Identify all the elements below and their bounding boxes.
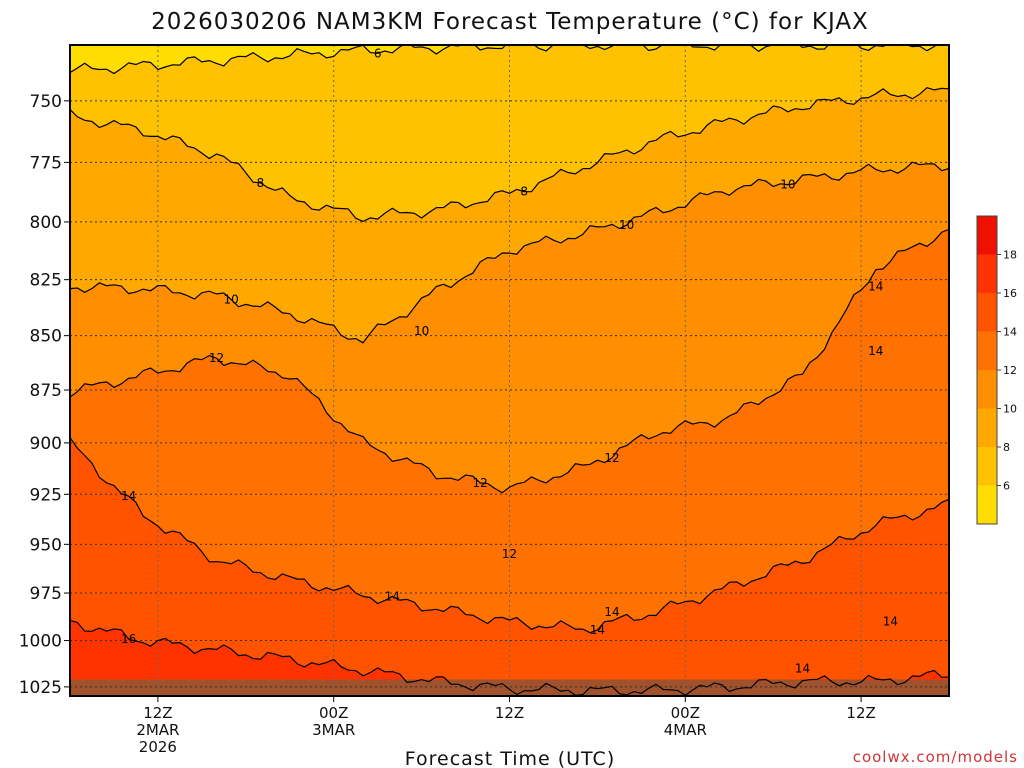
isotherm-12 (70, 228, 949, 494)
x-tick-label: 00Z (671, 704, 700, 722)
chart-title: 2026030206 NAM3KM Forecast Temperature (… (151, 9, 869, 35)
isotherm-label: 14 (604, 605, 619, 619)
credit-link[interactable]: coolwx.com/models (853, 748, 1018, 766)
x-tick-label: 12Z (846, 704, 875, 722)
isotherm-label: 14 (868, 344, 883, 358)
isotherm-label: 8 (257, 176, 265, 190)
y-tick-label: 1025 (19, 678, 62, 698)
y-axis-pressure: 750 775 800 825 850 875 900 925 950 975 1000 1025 (19, 92, 70, 698)
x-axis-label: Forecast Time (UTC) (405, 748, 615, 768)
isotherm-label-text: 12 (473, 476, 488, 490)
y-tick-label: 950 (30, 535, 62, 555)
isotherm-label: 10 (414, 324, 429, 338)
isotherm-label: 16 (121, 632, 136, 646)
colorbar-segment (977, 485, 997, 524)
y-tick-label: 775 (30, 153, 62, 173)
isotherm-label-text: 14 (868, 279, 883, 293)
isotherm-label: 12 (604, 451, 619, 465)
x-tick-label: 12Z (143, 704, 172, 722)
isotherm-label: 8 (520, 185, 528, 199)
y-tick-label: 900 (30, 434, 62, 454)
colorbar-segment (977, 254, 997, 293)
colorbar-tick-label: 14 (1003, 326, 1017, 339)
isotherm-label-text: 8 (257, 176, 265, 190)
isotherm-label: 10 (780, 178, 795, 192)
colorbar-tick-label: 8 (1003, 441, 1010, 454)
isotherm-label-text: 14 (604, 605, 619, 619)
x-tick-label: 2026 (139, 738, 177, 756)
isotherm-6 (70, 45, 938, 75)
y-tick-label: 925 (30, 485, 62, 505)
colorbar-segment (977, 408, 997, 447)
band-above-16 (70, 620, 949, 696)
x-tick-label: 00Z (319, 704, 348, 722)
y-tick-label: 875 (30, 381, 62, 401)
isotherm-label: 10 (224, 293, 239, 307)
isotherm-label-text: 14 (590, 623, 605, 637)
isotherm-label: 14 (385, 589, 400, 603)
colorbar-segment (977, 216, 997, 255)
colorbar-tick-label: 6 (1003, 480, 1010, 493)
y-tick-label: 825 (30, 271, 62, 291)
isotherm-label: 14 (795, 661, 810, 675)
colorbar-tick-label: 10 (1003, 403, 1017, 416)
isotherm-label-text: 14 (121, 489, 136, 503)
isotherm-label: 10 (619, 218, 634, 232)
x-tick-label: 2MAR (136, 721, 179, 739)
colorbar-segment (977, 370, 997, 409)
isotherm-label-text: 14 (868, 344, 883, 358)
isotherm-label-text: 10 (780, 178, 795, 192)
colorbar-segment (977, 331, 997, 370)
y-tick-label: 975 (30, 584, 62, 604)
colorbar-segment (977, 293, 997, 332)
isotherm-label-text: 8 (520, 185, 528, 199)
isotherm-label-text: 6 (374, 46, 382, 60)
isotherm-label-text: 14 (385, 589, 400, 603)
isotherm-label-text: 10 (414, 324, 429, 338)
isotherm-label: 12 (209, 351, 224, 365)
isotherm-label: 12 (473, 476, 488, 490)
colorbar-segment (977, 447, 997, 486)
colorbar-tick-label: 18 (1003, 249, 1017, 262)
isotherm-label-text: 16 (121, 632, 136, 646)
isotherm-label-text: 14 (883, 615, 898, 629)
band-above-14 (70, 437, 949, 696)
x-tick-label: 4MAR (664, 721, 707, 739)
temperature-fill-bands (70, 45, 949, 696)
x-tick-label: 3MAR (312, 721, 355, 739)
isotherm-label: 6 (374, 46, 382, 60)
isotherm-label-text: 12 (604, 451, 619, 465)
isotherm-label: 14 (590, 623, 605, 637)
isotherm-label-text: 12 (209, 351, 224, 365)
colorbar-tick-label: 12 (1003, 364, 1017, 377)
x-tick-label: 12Z (495, 704, 524, 722)
isotherm-label-text: 10 (619, 218, 634, 232)
isotherm-label: 14 (883, 615, 898, 629)
isotherm-contours (70, 45, 949, 696)
colorbar-tick-label: 16 (1003, 287, 1017, 300)
isotherm-14 (70, 437, 949, 634)
y-tick-label: 750 (30, 92, 62, 112)
y-tick-label: 800 (30, 213, 62, 233)
isotherm-label-text: 12 (502, 547, 517, 561)
grid-lines (70, 45, 949, 696)
isotherm-10 (70, 161, 949, 344)
isotherm-label: 14 (121, 489, 136, 503)
isotherm-label-text: 14 (795, 661, 810, 675)
isotherm-labels: 6 8 8 10 10 10 12 12 12 14 14 14 16 14 14 10 12 14 14 14 (121, 46, 898, 675)
isotherm-16 (70, 619, 949, 696)
isotherm-8 (70, 87, 949, 223)
y-tick-label: 1000 (19, 632, 62, 652)
colorbar: 6 8 10 12 14 16 18 (976, 215, 1017, 525)
y-tick-label: 850 (30, 327, 62, 347)
isotherm-label: 14 (868, 279, 883, 293)
isotherm-label-text: 10 (224, 293, 239, 307)
isotherm-label: 12 (502, 547, 517, 561)
